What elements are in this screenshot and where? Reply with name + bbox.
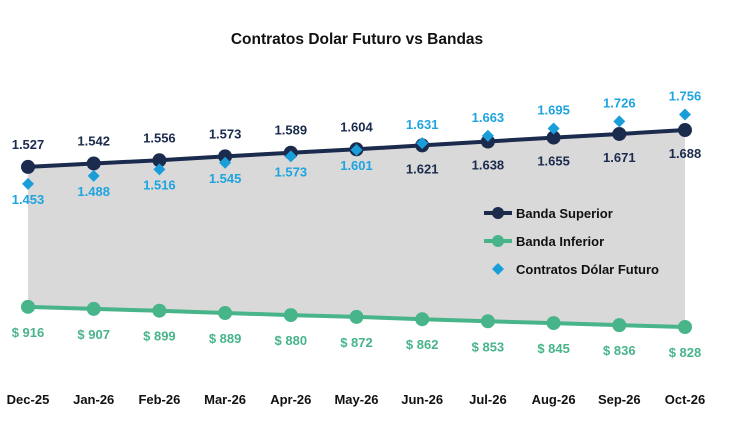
data-label-contratos-dolar-futuro: 1.545 bbox=[209, 171, 242, 186]
data-label-contratos-dolar-futuro: 1.573 bbox=[275, 164, 308, 179]
point-contratos-dolar-futuro bbox=[153, 163, 166, 176]
point-banda-inferior bbox=[612, 318, 627, 333]
point-contratos-dolar-futuro bbox=[416, 137, 429, 150]
x-tick-label: Dec-25 bbox=[7, 392, 50, 407]
point-banda-inferior bbox=[480, 314, 495, 329]
data-label-contratos-dolar-futuro: 1.663 bbox=[472, 110, 505, 125]
point-banda-superior bbox=[218, 149, 233, 164]
point-banda-superior bbox=[678, 123, 692, 138]
legend-label: Banda Superior bbox=[516, 206, 613, 221]
data-label-banda-inferior: $ 836 bbox=[603, 343, 636, 358]
point-contratos-dolar-futuro bbox=[481, 129, 494, 142]
point-banda-inferior bbox=[218, 306, 233, 321]
point-banda-inferior bbox=[678, 319, 692, 334]
point-banda-superior bbox=[612, 126, 627, 141]
data-label-banda-superior: 1.556 bbox=[143, 130, 176, 145]
data-label-banda-inferior: $ 872 bbox=[340, 335, 373, 350]
point-contratos-dolar-futuro bbox=[22, 177, 34, 190]
point-banda-inferior bbox=[86, 301, 101, 316]
data-label-banda-superior: 1.604 bbox=[340, 119, 373, 134]
data-label-banda-superior: 1.638 bbox=[472, 157, 505, 172]
legend-label: Banda Inferior bbox=[516, 234, 604, 249]
x-tick-label: May-26 bbox=[334, 392, 378, 407]
data-label-banda-inferior: $ 907 bbox=[77, 327, 110, 342]
data-label-banda-inferior: $ 845 bbox=[537, 341, 570, 356]
point-banda-inferior bbox=[283, 308, 298, 323]
data-label-banda-superior: 1.671 bbox=[603, 150, 636, 165]
legend: Banda Superior Banda Inferior Contratos Dó… bbox=[484, 206, 659, 277]
point-banda-inferior bbox=[152, 303, 167, 318]
x-tick-label: Jul-26 bbox=[469, 392, 507, 407]
x-tick-label: Mar-26 bbox=[204, 392, 246, 407]
x-tick-label: Jan-26 bbox=[73, 392, 114, 407]
point-banda-inferior bbox=[415, 312, 430, 327]
data-label-banda-superior: 1.527 bbox=[12, 137, 45, 152]
x-tick-label: Jun-26 bbox=[401, 392, 443, 407]
point-banda-superior bbox=[86, 156, 101, 171]
data-label-banda-inferior: $ 862 bbox=[406, 337, 439, 352]
x-axis: Dec-25 Jan-26 Feb-26 Mar-26 Apr-26 May-26 Jun-… bbox=[7, 392, 706, 407]
point-contratos-dolar-futuro bbox=[613, 115, 626, 128]
point-contratos-dolar-futuro bbox=[679, 108, 691, 121]
band-fill bbox=[28, 130, 685, 327]
data-label-banda-inferior: $ 899 bbox=[143, 329, 176, 344]
data-label-banda-superior: 1.589 bbox=[275, 123, 308, 138]
data-label-contratos-dolar-futuro: 1.631 bbox=[406, 117, 439, 132]
data-label-contratos-dolar-futuro: 1.756 bbox=[669, 88, 702, 103]
x-tick-label: Apr-26 bbox=[270, 392, 311, 407]
point-contratos-dolar-futuro bbox=[87, 169, 100, 182]
legend-marker bbox=[492, 263, 504, 275]
data-label-banda-inferior: $ 889 bbox=[209, 331, 242, 346]
data-label-banda-inferior: $ 916 bbox=[12, 325, 45, 340]
point-contratos-dolar-futuro bbox=[350, 143, 363, 156]
data-label-banda-inferior: $ 828 bbox=[669, 345, 702, 360]
legend-marker bbox=[492, 235, 504, 247]
data-label-contratos-dolar-futuro: 1.601 bbox=[340, 158, 373, 173]
data-label-banda-superior: 1.655 bbox=[537, 154, 570, 169]
point-banda-superior bbox=[546, 130, 561, 145]
point-banda-superior bbox=[21, 159, 35, 174]
x-tick-label: Oct-26 bbox=[665, 392, 705, 407]
data-label-banda-superior: 1.621 bbox=[406, 161, 439, 176]
point-banda-superior bbox=[152, 153, 167, 168]
data-label-banda-superior: 1.542 bbox=[77, 133, 110, 148]
data-label-contratos-dolar-futuro: 1.516 bbox=[143, 177, 176, 192]
x-tick-label: Sep-26 bbox=[598, 392, 641, 407]
chart-title: Contratos Dolar Futuro vs Bandas bbox=[231, 31, 483, 48]
data-label-banda-inferior: $ 853 bbox=[472, 339, 505, 354]
data-label-contratos-dolar-futuro: 1.488 bbox=[77, 184, 110, 199]
point-contratos-dolar-futuro bbox=[547, 122, 560, 135]
legend-label: Contratos Dólar Futuro bbox=[516, 262, 659, 277]
point-contratos-dolar-futuro bbox=[284, 150, 297, 163]
x-tick-label: Aug-26 bbox=[532, 392, 576, 407]
point-banda-inferior bbox=[546, 316, 561, 331]
point-banda-inferior bbox=[21, 299, 35, 314]
data-label-contratos-dolar-futuro: 1.453 bbox=[12, 192, 45, 207]
legend-marker bbox=[492, 207, 504, 219]
data-label-contratos-dolar-futuro: 1.726 bbox=[603, 95, 636, 110]
data-label-banda-superior: 1.688 bbox=[669, 146, 702, 161]
point-contratos-dolar-futuro bbox=[219, 156, 232, 169]
data-label-banda-superior: 1.573 bbox=[209, 126, 242, 141]
x-tick-label: Feb-26 bbox=[138, 392, 180, 407]
data-label-contratos-dolar-futuro: 1.695 bbox=[537, 102, 570, 117]
point-banda-inferior bbox=[349, 309, 364, 324]
data-label-banda-inferior: $ 880 bbox=[275, 333, 308, 348]
